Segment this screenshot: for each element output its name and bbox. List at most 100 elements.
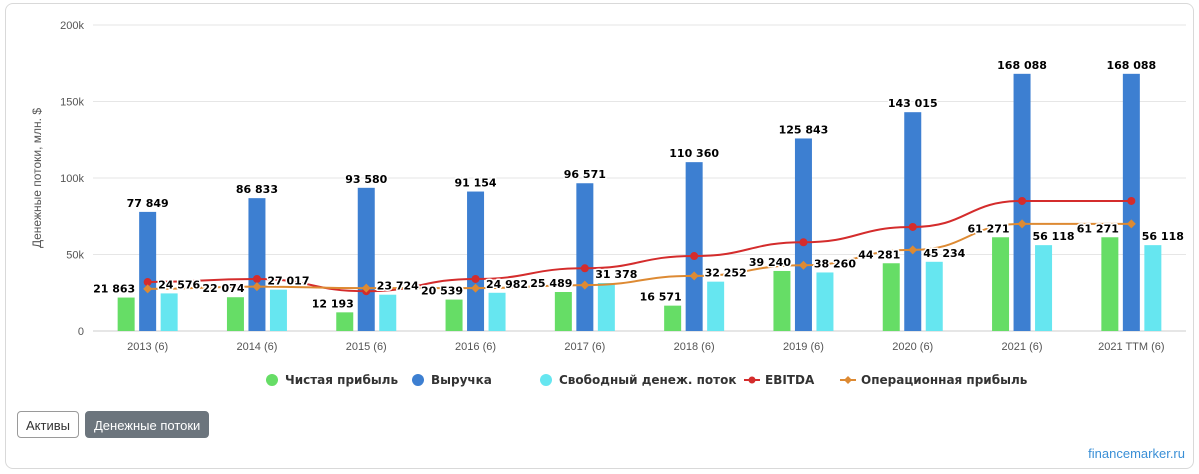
data-label: 32 252: [705, 267, 747, 280]
ebitda-point: [1127, 196, 1136, 205]
legend-label: Свободный денеж. поток: [559, 373, 737, 387]
ebitda-point: [471, 274, 480, 283]
data-label: 31 378: [595, 268, 637, 281]
bar-free-cash-flow: [1144, 245, 1162, 331]
data-label: 61 271: [967, 222, 1009, 235]
bar-free-cash-flow: [597, 282, 615, 331]
bar-revenue: [248, 198, 266, 331]
bar-net-income: [664, 305, 682, 331]
bar-revenue: [467, 191, 485, 331]
bar-net-income: [992, 237, 1010, 331]
data-label: 20 539: [421, 285, 463, 298]
data-label: 77 849: [127, 197, 169, 210]
data-label: 143 015: [888, 97, 938, 110]
x-tick-label: 2020 (6): [892, 341, 933, 353]
chart-card: 0 50k 100k 150k 200k Денежные потоки, млн. $ 2…: [5, 3, 1194, 469]
tab-bar: Активы Денежные потоки: [17, 411, 210, 438]
operating-profit-line: [147, 222, 1132, 290]
y-axis-title: Денежные потоки, млн. $: [30, 108, 44, 248]
data-label: 39 240: [749, 256, 791, 269]
operating-profit-point: [908, 245, 918, 255]
legend-label: Выручка: [431, 373, 492, 387]
operating-profit-point: [143, 284, 153, 294]
data-label: 96 571: [564, 168, 606, 181]
bar-free-cash-flow: [925, 261, 943, 331]
operating-profit-point: [471, 283, 481, 293]
data-label: 12 193: [312, 297, 354, 310]
y-tick-label: 0: [78, 326, 84, 338]
bar-revenue: [139, 211, 157, 331]
bar-net-income: [226, 297, 244, 331]
bar-net-income: [554, 292, 572, 331]
legend-label: EBITDA: [765, 373, 815, 387]
bar-free-cash-flow: [1035, 245, 1053, 331]
operating-profit-point: [1017, 219, 1027, 229]
x-tick-label: 2018 (6): [674, 341, 715, 353]
tab-cash-flows[interactable]: Денежные потоки: [84, 411, 210, 438]
legend-marker: [844, 376, 852, 384]
x-tick-label: 2017 (6): [564, 341, 605, 353]
cash-flow-chart: 0 50k 100k 150k 200k Денежные потоки, млн. $ 2…: [30, 20, 1186, 387]
y-tick-label: 150k: [60, 97, 84, 109]
ebitda-point: [252, 274, 261, 283]
x-tick-label: 2014 (6): [236, 341, 277, 353]
bar-net-income: [336, 312, 354, 331]
legend-marker: [540, 374, 552, 386]
operating-profit-point: [361, 283, 371, 293]
operating-profit-point: [798, 260, 808, 270]
data-label: 56 118: [1142, 230, 1184, 243]
data-label: 24 982: [486, 278, 528, 291]
data-label: 16 571: [640, 291, 682, 304]
x-tick-label: 2015 (6): [346, 341, 387, 353]
bar-free-cash-flow: [816, 272, 834, 331]
ebitda-point: [143, 278, 152, 287]
x-tick-label: 2013 (6): [127, 341, 168, 353]
operating-profit-point: [580, 280, 590, 290]
y-tick-label: 100k: [60, 173, 84, 185]
data-label: 86 833: [236, 183, 278, 196]
data-label: 45 234: [923, 247, 965, 260]
bar-revenue: [685, 162, 703, 331]
data-label: 91 154: [454, 177, 496, 190]
data-label: 44 281: [858, 248, 900, 261]
brand-link[interactable]: financemarker.ru: [1088, 446, 1185, 461]
x-tick-label: 2021 TTM (6): [1098, 341, 1164, 353]
data-label: 168 088: [997, 59, 1047, 72]
bar-free-cash-flow: [488, 292, 506, 331]
tab-assets[interactable]: Активы: [17, 411, 79, 438]
data-label: 56 118: [1032, 230, 1074, 243]
x-tick-label: 2019 (6): [783, 341, 824, 353]
y-tick-label: 200k: [60, 20, 84, 32]
bar-revenue: [794, 138, 812, 331]
data-label: 25 489: [530, 277, 572, 290]
data-label: 93 580: [345, 173, 387, 186]
bar-revenue: [904, 112, 922, 332]
bar-net-income: [882, 263, 900, 331]
data-label: 168 088: [1106, 59, 1156, 72]
bar-free-cash-flow: [379, 294, 397, 331]
data-label: 125 843: [779, 123, 829, 136]
legend-marker: [266, 374, 278, 386]
ebitda-line: [147, 199, 1132, 293]
bar-net-income: [117, 297, 135, 331]
data-label: 38 260: [814, 257, 856, 270]
legend-marker: [748, 376, 756, 384]
x-tick-label: 2016 (6): [455, 341, 496, 353]
ebitda-point: [690, 252, 699, 261]
legend-label: Операционная прибыль: [861, 373, 1028, 387]
bar-net-income: [1101, 237, 1119, 331]
bar-net-income: [773, 270, 791, 331]
x-tick-label: 2021 (6): [1002, 341, 1043, 353]
ebitda-point: [799, 238, 808, 247]
ebitda-point: [1018, 196, 1027, 205]
legend-marker: [412, 374, 424, 386]
operating-profit-point: [689, 271, 699, 281]
legend-label: Чистая прибыль: [285, 373, 398, 387]
data-label: 110 360: [669, 147, 719, 160]
bar-net-income: [445, 299, 463, 331]
bar-free-cash-flow: [269, 289, 287, 331]
bar-free-cash-flow: [707, 281, 725, 331]
y-tick-label: 50k: [66, 250, 84, 262]
bar-revenue: [576, 183, 594, 331]
operating-profit-point: [252, 282, 262, 292]
